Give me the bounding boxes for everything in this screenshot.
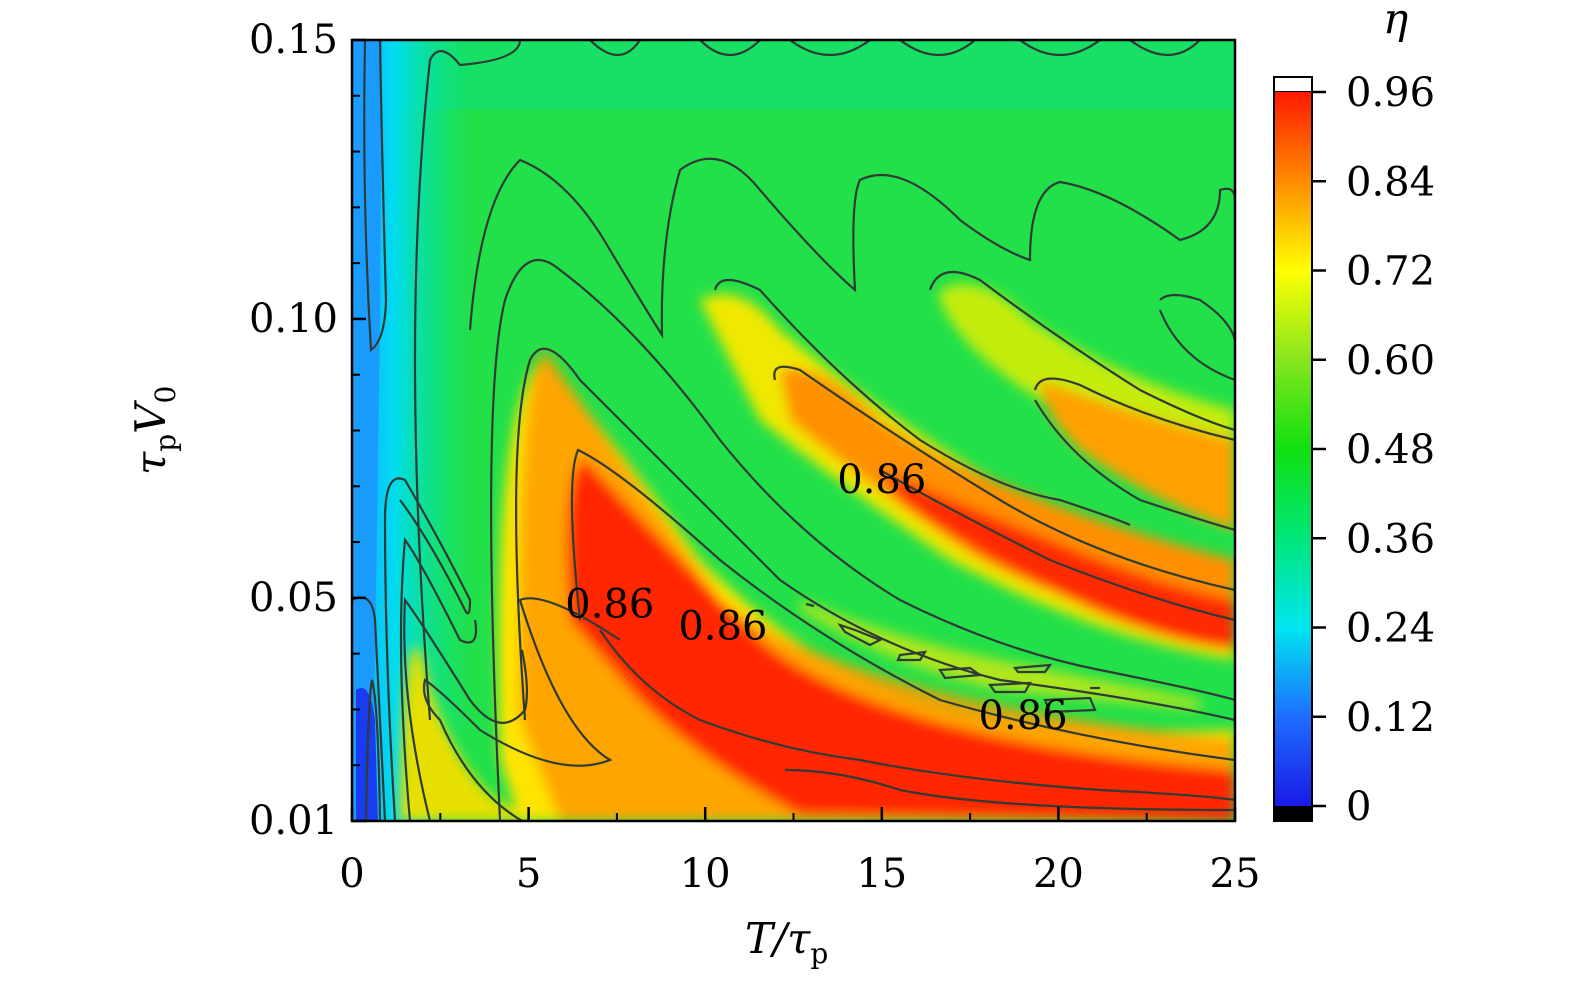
- y-tick-label: 0.01: [249, 798, 338, 844]
- contour-label: 0.86: [837, 457, 926, 503]
- contour-line: [773, 365, 1235, 592]
- contour-line: [383, 477, 472, 821]
- y-title-sub-p: p: [149, 434, 182, 452]
- x-tick-label: 5: [516, 851, 541, 897]
- band-red-2: [880, 470, 1235, 650]
- x-tick-label: 25: [1210, 851, 1261, 897]
- colorbar-ticks: 0 0.12 0.24 0.36 0.48 0.60 0.72 0.84 0.96: [1312, 70, 1435, 830]
- band-green-streak: [800, 600, 1200, 710]
- colorbar-tick-label: 0.48: [1346, 427, 1435, 473]
- contour-line: [784, 768, 1235, 812]
- x-tick-label: 10: [680, 851, 731, 897]
- contour-line: [896, 650, 928, 662]
- contour-line: [490, 259, 1235, 821]
- y-axis-title: τpV0: [126, 386, 182, 475]
- contour-line: [515, 347, 1235, 722]
- colorbar-tick-label: 0.36: [1346, 516, 1435, 562]
- contour-line: [879, 469, 1235, 622]
- contour-line: [399, 537, 478, 821]
- contour-line: [987, 681, 1032, 694]
- contour-line: [364, 679, 382, 821]
- y-title-v: V: [126, 400, 175, 434]
- contour-label: 0.86: [979, 693, 1068, 739]
- colorbar: 0 0.12 0.24 0.36 0.48 0.60 0.72 0.84 0.96 η: [1273, 0, 1435, 830]
- y-tick-label: 0.15: [249, 17, 338, 63]
- colorbar-gradient: [1274, 92, 1312, 806]
- field-top-band: [352, 40, 1235, 110]
- colorbar-tick-label: 0: [1346, 784, 1371, 830]
- contour-line: [363, 40, 388, 353]
- contour-line: [713, 278, 1131, 526]
- contour-line: [589, 40, 1201, 57]
- colorbar-tick-label: 0.84: [1346, 159, 1435, 205]
- contour-line: [1158, 293, 1235, 382]
- contour-lines: [352, 40, 1235, 821]
- contour-line: [1043, 696, 1097, 714]
- band-yellow-1: [400, 646, 720, 821]
- contour-labels: 0.86 0.86 0.86 0.86: [565, 457, 1067, 739]
- colorbar-title: η: [1383, 0, 1408, 43]
- x-tick-label: 0: [339, 851, 364, 897]
- y-tick-label: 0.10: [249, 296, 338, 342]
- y-tick-label: 0.05: [249, 575, 338, 621]
- contour-line: [1033, 377, 1235, 442]
- x-tick-label: 20: [1033, 851, 1084, 897]
- contour-line: [938, 666, 984, 680]
- contour-line: [468, 157, 1235, 339]
- contour-line: [837, 622, 883, 647]
- colorbar-tick-label: 0.12: [1346, 695, 1435, 741]
- colorbar-tick-label: 0.72: [1346, 249, 1435, 295]
- contour-line: [422, 597, 621, 821]
- y-title-tau: τ: [126, 451, 175, 475]
- x-tick-label: 15: [856, 851, 907, 897]
- contour-label: 0.86: [565, 581, 654, 627]
- colorbar-tick-label: 0.60: [1346, 338, 1435, 384]
- contour-line: [805, 602, 815, 608]
- colorbar-bottom-cap: [1274, 806, 1312, 821]
- colorbar-tick-label: 0.24: [1346, 606, 1435, 652]
- band-orange-3: [1040, 380, 1235, 530]
- contour-line: [599, 629, 1235, 802]
- x-axis: 0 5 10 15 20 25: [339, 807, 1260, 897]
- contour-line: [413, 40, 522, 721]
- y-axis: 0.01 0.05 0.10 0.15: [249, 17, 366, 844]
- colorbar-tick-label: 0.96: [1346, 70, 1435, 116]
- contour-label: 0.86: [678, 604, 767, 650]
- contour-line: [570, 448, 1235, 762]
- x-axis-title: T/τp: [745, 914, 828, 970]
- colorbar-top-cap: [1273, 76, 1313, 93]
- contour-line: [403, 596, 529, 821]
- contour-line: [1012, 663, 1053, 674]
- contour-line: [1034, 399, 1235, 532]
- contour-line: [928, 270, 1235, 432]
- y-title-sub-0: 0: [149, 386, 182, 404]
- heatmap-field: [352, 40, 1235, 821]
